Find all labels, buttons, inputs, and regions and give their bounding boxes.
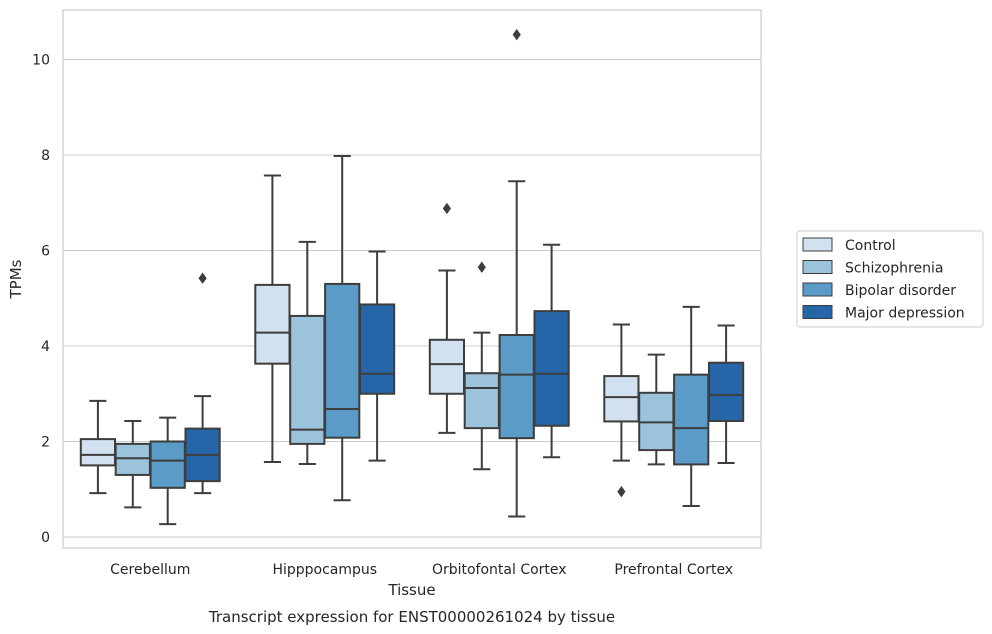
boxes <box>79 28 745 526</box>
legend-label: Control <box>845 238 896 254</box>
box-group <box>324 154 361 502</box>
legend-swatch <box>802 305 833 319</box>
outlier-point <box>442 202 451 215</box>
box-iqr <box>114 442 151 476</box>
box-iqr <box>463 372 500 430</box>
outlier-point <box>512 28 521 41</box>
box-iqr <box>498 334 535 440</box>
box-group <box>358 250 396 462</box>
legend-swatch <box>802 237 833 252</box>
x-tick-label: Hipppocampus <box>272 562 377 578</box>
x-tick-label: Cerebellum <box>110 562 190 578</box>
box-group <box>707 324 745 464</box>
outlier-point <box>198 272 207 284</box>
box-iqr <box>707 361 745 422</box>
box-iqr <box>533 310 570 427</box>
box-group <box>79 399 117 495</box>
legend-swatch <box>802 260 833 274</box>
x-tick-label: Prefrontal Cortex <box>614 562 733 578</box>
box-iqr <box>289 314 326 445</box>
legend-label: Schizophrenia <box>845 261 943 277</box>
legend: Control Schizophrenia Bipolar disorder Majo… <box>796 230 984 328</box>
legend-swatch <box>802 282 833 297</box>
box-iqr <box>673 373 710 466</box>
box-group <box>428 202 466 434</box>
y-tick-label: 6 <box>41 244 50 260</box>
box-group <box>254 174 291 464</box>
box-group <box>149 416 186 526</box>
y-tick-label: 2 <box>41 435 50 451</box>
x-tick-label: Orbitofontal Cortex <box>432 562 567 578</box>
box-group <box>184 272 221 495</box>
box-group <box>673 305 710 507</box>
outlier-point <box>477 261 486 273</box>
box-iqr <box>79 438 117 467</box>
legend-label: Bipolar disorder <box>845 283 956 299</box>
box-group <box>638 353 675 466</box>
box-group <box>289 240 326 465</box>
y-tick-label: 4 <box>41 339 50 355</box>
x-axis-title: Tissue <box>387 581 435 599</box>
box-iqr <box>603 375 640 423</box>
box-group <box>114 419 151 509</box>
box-group <box>533 243 570 459</box>
chart-title: Transcript expression for ENST0000026102… <box>208 608 615 626</box>
plot-frame <box>62 9 762 549</box>
y-axis-title: TPMs <box>7 259 25 299</box>
legend-frame <box>796 230 984 328</box>
box-iqr <box>428 338 466 395</box>
x-axis-ticks: Cerebellum Hipppocampus Orbitofontal Corte… <box>110 562 733 578</box>
y-axis-ticks: 0 2 4 6 8 10 <box>32 53 50 547</box>
box-iqr <box>254 283 291 365</box>
box-iqr <box>358 303 396 395</box>
y-tick-label: 10 <box>32 53 50 69</box>
box-group <box>463 261 500 471</box>
box-iqr <box>324 282 361 439</box>
y-tick-label: 0 <box>41 530 50 546</box>
legend-label: Major depression <box>845 306 965 322</box>
box-group <box>498 28 535 518</box>
outlier-point <box>617 485 626 498</box>
box-iqr <box>149 440 186 489</box>
y-tick-label: 8 <box>41 148 50 164</box>
box-group <box>603 323 640 498</box>
